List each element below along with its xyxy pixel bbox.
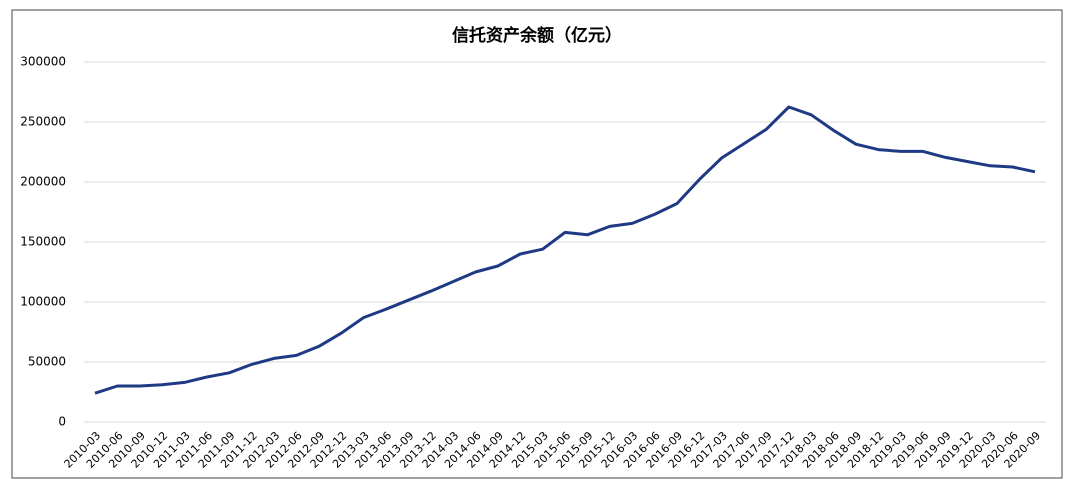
y-tick-label: 100000 — [20, 295, 66, 309]
y-tick-label: 200000 — [20, 175, 66, 189]
chart-title: 信托资产余额（亿元） — [452, 25, 622, 46]
y-tick-label: 50000 — [28, 355, 66, 369]
y-tick-label: 250000 — [20, 115, 66, 129]
chart-frame — [11, 9, 1063, 479]
y-tick-label: 0 — [58, 415, 66, 429]
line-series — [94, 105, 1036, 395]
y-tick-label: 300000 — [20, 55, 66, 69]
y-tick-label: 150000 — [20, 235, 66, 249]
